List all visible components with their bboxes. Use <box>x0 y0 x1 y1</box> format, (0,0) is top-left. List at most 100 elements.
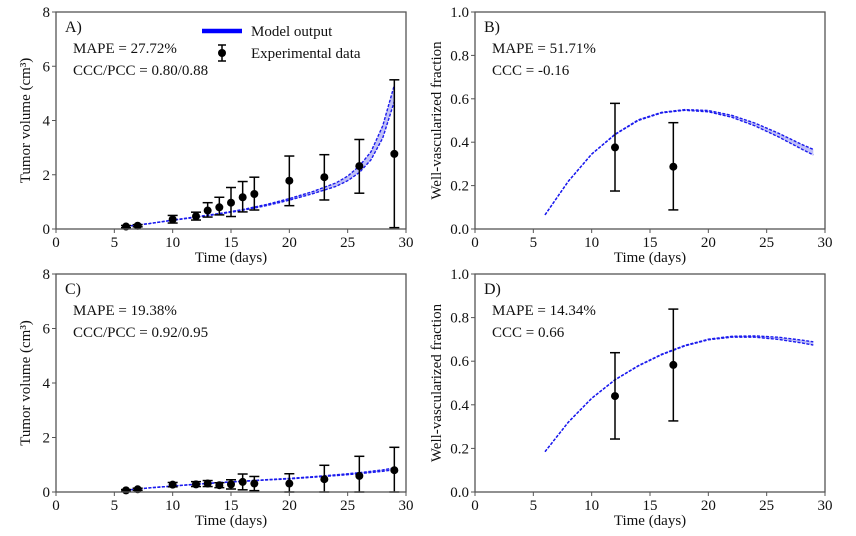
data-point-group <box>319 153 330 201</box>
data-point <box>320 173 329 182</box>
x-tick-label: 20 <box>701 498 716 514</box>
data-point <box>215 481 224 490</box>
metric-annotation: MAPE = 14.34% <box>492 303 596 319</box>
x-tick-label: 15 <box>643 235 658 251</box>
x-axis-label: Time (days) <box>614 513 686 529</box>
legend-label: Experimental data <box>251 46 361 62</box>
data-point <box>238 477 247 486</box>
panel-label: C) <box>65 281 81 298</box>
legend: Model output Experimental data <box>202 24 361 62</box>
model-lower-line <box>544 109 814 216</box>
model-upper-line <box>544 108 814 216</box>
model-upper-line <box>125 467 395 491</box>
metric-annotation: MAPE = 27.72% <box>73 41 177 57</box>
data-point <box>320 475 329 484</box>
x-tick-label: 25 <box>759 498 774 514</box>
metric-annotation: CCC = 0.66 <box>492 325 565 341</box>
x-tick-label: 0 <box>52 498 60 514</box>
x-axis-label: Time (days) <box>195 250 267 266</box>
x-tick-label: 30 <box>818 498 833 514</box>
data-point <box>250 190 259 199</box>
data-point-group <box>214 196 225 216</box>
data-point-group <box>132 485 143 494</box>
y-tick-label: 4 <box>43 376 51 392</box>
data-point <box>192 480 200 489</box>
metric-annotation: CCC/PCC = 0.92/0.95 <box>73 325 208 341</box>
data-point <box>215 203 224 212</box>
data-point <box>168 215 177 224</box>
data-point-group <box>121 486 131 495</box>
data-point <box>611 392 619 401</box>
x-tick-label: 10 <box>584 235 599 251</box>
data-point <box>669 162 678 171</box>
metric-annotation: CCC/PCC = 0.80/0.88 <box>73 63 208 79</box>
model-lower-line <box>544 336 814 453</box>
panel-a: 0 5 10 15 20 25 30 0 2 4 6 8 Time (days) Tumor volume… <box>18 5 414 266</box>
data-point <box>611 143 619 152</box>
x-tick-label: 25 <box>759 235 774 251</box>
legend-label: Model output <box>251 24 333 40</box>
x-tick-label: 25 <box>340 235 355 251</box>
x-tick-label: 20 <box>282 235 297 251</box>
y-tick-label: 0.0 <box>450 222 469 238</box>
y-axis-label: Well-vascularized fraction <box>429 303 445 462</box>
y-axis-label: Well-vascularized fraction <box>429 41 445 200</box>
data-point-group <box>389 446 400 493</box>
data-point <box>285 176 294 185</box>
data-point <box>203 206 212 215</box>
data-point-group <box>226 478 236 490</box>
data-point-group <box>202 201 213 218</box>
panel-label: B) <box>484 19 500 36</box>
x-tick-label: 10 <box>165 235 180 251</box>
x-tick-label: 5 <box>530 498 538 514</box>
y-tick-label: 0.0 <box>450 485 469 501</box>
model-band <box>126 468 395 491</box>
data-point <box>238 193 247 202</box>
x-tick-label: 30 <box>818 235 833 251</box>
panel-d: 0 5 10 15 20 25 30 0.0 0.2 0.4 0.6 0.8 1.0 Time (days… <box>429 267 833 529</box>
data-point <box>355 471 364 480</box>
y-tick-label: 6 <box>43 59 51 75</box>
data-point-group <box>237 473 248 491</box>
data-point-group <box>132 221 143 230</box>
panel-b: 0 5 10 15 20 25 30 0.0 0.2 0.4 0.6 0.8 1.0 Time (days… <box>429 5 833 266</box>
y-tick-label: 0.8 <box>450 311 469 327</box>
y-tick-label: 1.0 <box>450 5 469 21</box>
y-tick-label: 1.0 <box>450 267 469 283</box>
data-point <box>168 480 177 489</box>
x-tick-label: 15 <box>224 498 239 514</box>
legend-swatch-point <box>218 49 226 57</box>
data-point-group <box>237 180 248 213</box>
x-tick-label: 0 <box>471 498 479 514</box>
x-tick-label: 30 <box>399 498 414 514</box>
data-point <box>390 466 399 475</box>
y-tick-label: 2 <box>43 431 51 447</box>
panel-label: A) <box>65 19 82 36</box>
data-point-group <box>202 479 213 488</box>
data-point <box>669 360 678 369</box>
model-lower-line <box>125 469 395 491</box>
data-point <box>285 479 294 488</box>
metric-annotation: MAPE = 19.38% <box>73 303 177 319</box>
data-point-group <box>249 475 260 492</box>
metric-annotation: CCC = -0.16 <box>492 63 570 79</box>
y-tick-label: 0.6 <box>450 354 469 370</box>
x-tick-label: 0 <box>471 235 479 251</box>
x-tick-label: 15 <box>224 235 239 251</box>
data-point-group <box>284 155 295 207</box>
y-tick-label: 8 <box>43 5 51 21</box>
y-tick-label: 0 <box>43 222 51 238</box>
data-point <box>203 479 212 488</box>
y-tick-label: 2 <box>43 168 51 184</box>
data-point-group <box>191 480 201 489</box>
y-tick-label: 0.2 <box>450 441 469 457</box>
y-tick-label: 4 <box>43 114 51 130</box>
data-point-group <box>319 464 330 493</box>
data-point-group <box>167 214 178 224</box>
data-point <box>133 221 142 230</box>
data-point <box>355 162 364 171</box>
y-tick-label: 0.4 <box>450 135 469 151</box>
x-axis-label: Time (days) <box>614 250 686 266</box>
x-tick-label: 25 <box>340 498 355 514</box>
model-band <box>545 109 814 215</box>
